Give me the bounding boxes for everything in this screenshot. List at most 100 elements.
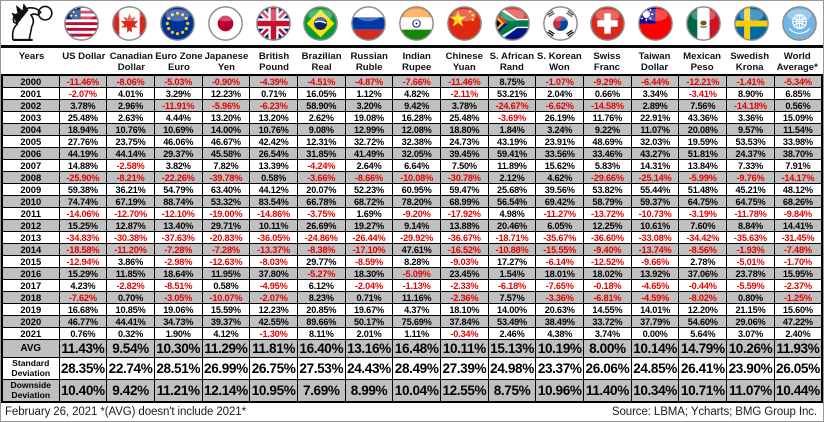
value-cell: 4.12% (201, 327, 251, 340)
summary-value-cell: 27.53% (296, 357, 346, 380)
value-cell: 68.72% (344, 195, 394, 208)
value-cell: 18.01% (535, 267, 585, 280)
value-cell: 64.75% (678, 195, 728, 208)
value-cell: 67.19% (106, 195, 155, 208)
value-cell: -1.25% (773, 291, 823, 304)
value-cell: 22.91% (630, 111, 680, 124)
value-cell: 10.85% (106, 303, 155, 316)
value-cell: 12.87% (106, 219, 155, 232)
value-cell: -1.13% (392, 279, 441, 292)
value-cell: 59.37% (630, 195, 680, 208)
column-header-chf: Swiss Franc (593, 51, 621, 73)
table-row-2011: 2011 -14.06% -12.70% -12.10% -19.00% -14.86% -… (1, 207, 823, 220)
value-cell: -5.09% (392, 267, 441, 280)
flag-eu-icon (154, 1, 202, 45)
value-cell: -3.75% (296, 207, 346, 220)
value-cell: 39.56% (535, 183, 585, 196)
value-cell: 45.58% (201, 147, 251, 160)
value-cell: 0.32% (106, 327, 155, 340)
value-cell: 20.85% (296, 303, 346, 316)
value-cell: 43.19% (487, 135, 537, 148)
value-cell: 33.56% (535, 147, 585, 160)
flag-russia-icon (345, 1, 393, 45)
value-cell: 59.41% (487, 147, 537, 160)
value-cell: -5.59% (726, 279, 775, 292)
value-cell: 14.31% (630, 159, 680, 172)
value-cell: 83.54% (249, 195, 298, 208)
value-cell: -8.56% (678, 243, 728, 256)
flag-mexico-icon (680, 1, 728, 45)
value-cell: -3.19% (678, 207, 728, 220)
value-cell: 60.95% (392, 183, 441, 196)
value-cell: 12.08% (392, 123, 441, 136)
summary-value-cell: 24.85% (630, 357, 680, 380)
value-cell: -8.02% (678, 291, 728, 304)
table-row-2003: 2003 25.48% 2.63% 4.44% 13.20% 13.20% 2.62% 19.… (1, 111, 823, 124)
value-cell: 17.27% (487, 255, 537, 268)
summary-value-cell: 9.54% (106, 339, 155, 358)
value-cell: 23.91% (535, 135, 585, 148)
summary-value-cell: 8.99% (344, 379, 394, 403)
year-label: 2012 (1, 219, 60, 232)
summary-value-cell: 10.34% (630, 379, 680, 403)
value-cell: 18.02% (583, 267, 632, 280)
value-cell: 2.64% (344, 159, 394, 172)
value-cell: -10.07% (201, 291, 251, 304)
value-cell: -4.51% (296, 74, 346, 88)
summary-value-cell: 11.21% (153, 379, 203, 403)
value-cell: 56.54% (487, 195, 537, 208)
value-cell: -2.04% (344, 279, 394, 292)
value-cell: 41.49% (344, 147, 394, 160)
value-cell: -1.41% (726, 74, 775, 88)
value-cell: 29.37% (153, 147, 203, 160)
value-cell: -9.03% (440, 255, 489, 268)
footer: February 26, 2021 *(AVG) doesn't include… (1, 403, 823, 420)
value-cell: 9.22% (583, 123, 632, 136)
value-cell: 12.23% (249, 303, 298, 316)
value-cell: -5.96% (201, 99, 251, 112)
value-cell: -14.18% (726, 99, 775, 112)
value-cell: -9.66% (630, 255, 680, 268)
value-cell: 15.09% (773, 111, 823, 124)
column-header-sek: Swedish Krona (730, 51, 770, 73)
value-cell: 63.40% (201, 183, 251, 196)
value-cell: 51.48% (678, 183, 728, 196)
value-cell: -6.62% (535, 99, 585, 112)
value-cell: 13.39% (249, 159, 298, 172)
value-cell: -9.40% (583, 243, 632, 256)
value-cell: 58.79% (583, 195, 632, 208)
value-cell: -12.52% (583, 255, 632, 268)
value-cell: -13.72% (583, 207, 632, 220)
value-cell: 15.25% (58, 219, 108, 232)
summary-value-cell: 15.13% (487, 339, 537, 358)
year-label: 2008 (1, 171, 60, 184)
value-cell: 2.78% (678, 255, 728, 268)
value-cell: 42.55% (249, 315, 298, 328)
value-cell: 1.90% (153, 327, 203, 340)
value-cell: -0.90% (201, 74, 251, 88)
year-label: 2010 (1, 195, 60, 208)
value-cell: 44.41% (106, 315, 155, 328)
value-cell: 4.44% (153, 111, 203, 124)
column-header-cad: Canadian Dollar (109, 51, 153, 73)
value-cell: 29.06% (726, 315, 775, 328)
value-cell: 25.48% (58, 111, 108, 124)
table-row-2004: 2004 18.94% 10.76% 10.69% 14.00% 10.76% 9.08% 1… (1, 123, 823, 136)
value-cell: -3.41% (678, 87, 728, 100)
value-cell: 46.67% (201, 135, 251, 148)
value-cell: -10.88% (487, 243, 537, 256)
value-cell: 7.91% (773, 159, 823, 172)
value-cell: 53.32% (201, 195, 251, 208)
value-cell: -6.23% (249, 99, 298, 112)
value-cell: 7.50% (440, 159, 489, 172)
flag-japan-icon (201, 1, 249, 45)
value-cell: 33.72% (583, 315, 632, 328)
value-cell: 54.79% (153, 183, 203, 196)
value-cell: 6.12% (296, 279, 346, 292)
value-cell: 23.78% (726, 267, 775, 280)
table-row-2005: 2005 27.76% 23.75% 46.06% 46.67% 42.42% 12.31%… (1, 135, 823, 148)
value-cell: 33.98% (773, 135, 823, 148)
value-cell: -4.59% (630, 291, 680, 304)
summary-value-cell: 10.71% (678, 379, 728, 403)
summary-value-cell: 10.30% (153, 339, 203, 358)
